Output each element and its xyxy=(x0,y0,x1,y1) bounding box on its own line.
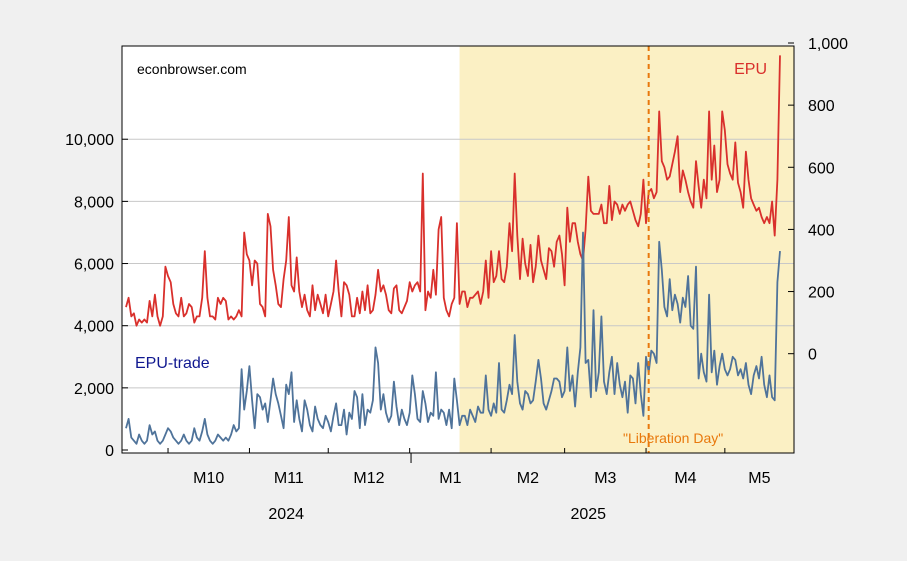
legend-epu: EPU xyxy=(734,61,767,78)
month-label: M11 xyxy=(274,470,304,487)
left-tick-label: 0 xyxy=(105,443,114,460)
right-tick-label: 800 xyxy=(808,98,835,115)
month-label: M4 xyxy=(674,470,696,487)
right-tick-label: 400 xyxy=(808,222,835,239)
right-tick-label: 1,000 xyxy=(808,36,848,53)
left-tick-label: 6,000 xyxy=(74,257,114,274)
right-tick-label: 0 xyxy=(808,347,817,364)
left-tick-label: 10,000 xyxy=(65,132,114,149)
legend-epu-trade: EPU-trade xyxy=(135,355,210,372)
right-tick-label: 600 xyxy=(808,160,835,177)
liberation-day-label: "Liberation Day" xyxy=(623,430,723,446)
month-label: M5 xyxy=(748,470,770,487)
series-line-epu-trade xyxy=(125,231,781,445)
series-line-epu xyxy=(125,55,781,327)
series-layer xyxy=(125,55,781,445)
month-label: M1 xyxy=(439,470,461,487)
left-axis: 0 2,000 4,000 6,000 8,000 10,000 xyxy=(65,132,128,460)
month-label: M3 xyxy=(594,470,616,487)
plot-frame xyxy=(121,45,795,454)
shaded-region xyxy=(459,46,794,453)
watermark: econbrowser.com xyxy=(137,61,247,77)
month-label: M2 xyxy=(517,470,539,487)
year-label: 2025 xyxy=(570,506,606,523)
right-tick-label: 200 xyxy=(808,285,835,302)
x-axis: M10 M11 M12 M1 M2 M3 M4 M5 2024 2025 xyxy=(167,448,771,523)
year-label: 2024 xyxy=(268,506,304,523)
month-label: M12 xyxy=(353,470,384,487)
right-axis: 0 200 400 600 800 1,000 xyxy=(788,36,848,364)
left-tick-label: 4,000 xyxy=(74,319,114,336)
month-label: M10 xyxy=(193,470,224,487)
left-tick-label: 2,000 xyxy=(74,381,114,398)
left-tick-label: 8,000 xyxy=(74,194,114,211)
